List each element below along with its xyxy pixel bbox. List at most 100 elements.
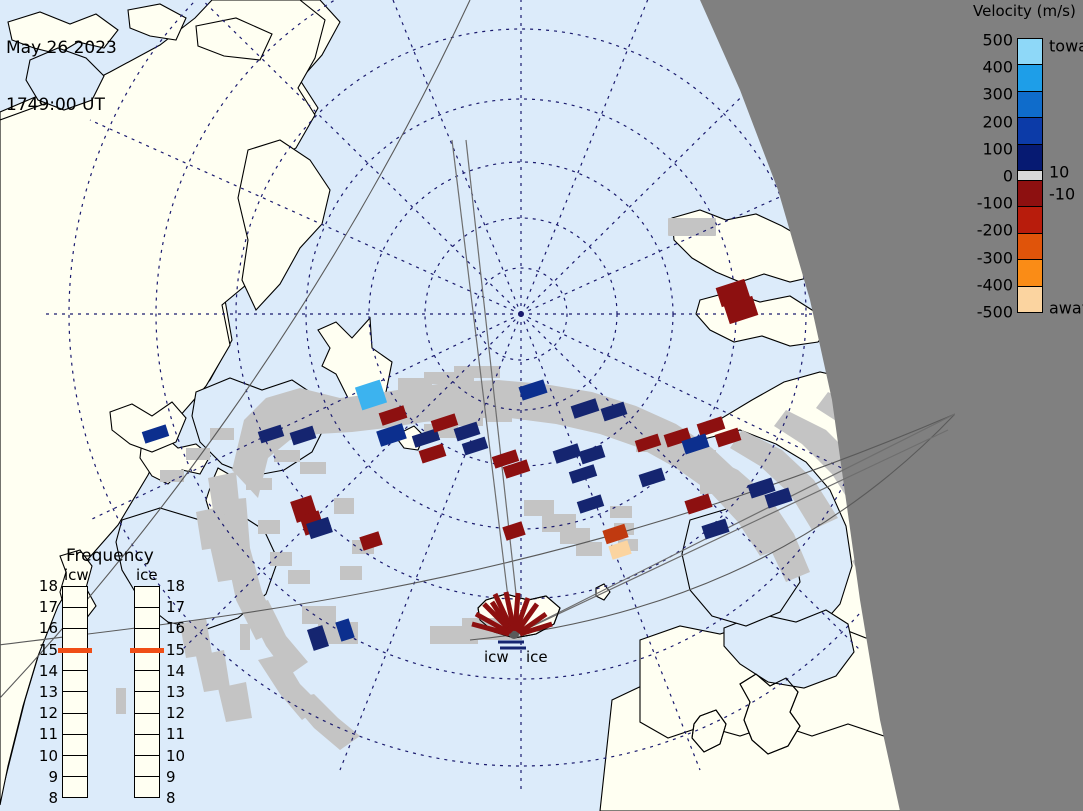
frequency-tick-left-11: 11	[38, 725, 58, 744]
velocity-cell[interactable]	[378, 405, 408, 426]
velocity-cell[interactable]	[681, 433, 710, 455]
frequency-cell	[135, 735, 159, 756]
velocity-cell[interactable]	[418, 443, 447, 464]
colorbar-tick-neg300: -300	[976, 248, 1013, 268]
frequency-cell	[135, 692, 159, 714]
velocity-cell[interactable]	[600, 401, 628, 422]
colorbar-segment-away-3	[1018, 260, 1042, 287]
velocity-cell[interactable]	[430, 413, 459, 433]
timestamp-date: May 26 2023	[6, 38, 117, 58]
frequency-tick-right-11: 11	[166, 725, 186, 744]
velocity-cell[interactable]	[502, 521, 526, 541]
frequency-tick-right-10: 10	[166, 746, 186, 765]
frequency-tick-right-8: 8	[166, 789, 176, 807]
colorbar-tick-neg100: -100	[976, 193, 1013, 213]
velocity-cell[interactable]	[335, 618, 355, 642]
colorbar-segment-away-4	[1018, 286, 1042, 313]
frequency-tick-right-9: 9	[166, 767, 176, 786]
colorbar-label-toward: toward	[1049, 36, 1083, 56]
frequency-tick-right-15: 15	[166, 640, 186, 659]
velocity-cell[interactable]	[376, 423, 407, 447]
velocity-cell[interactable]	[602, 523, 629, 545]
frequency-cell	[63, 714, 87, 735]
colorbar-label-neg-threshold: -10	[1049, 184, 1076, 204]
velocity-cell[interactable]	[568, 464, 598, 484]
colorbar-tick-200: 200	[982, 112, 1013, 132]
velocity-cell[interactable]	[634, 433, 662, 453]
velocity-cell[interactable]	[461, 436, 489, 456]
velocity-cell[interactable]	[638, 467, 666, 488]
colorbar-segment-toward-0	[1018, 39, 1042, 66]
frequency-bar-icw[interactable]	[62, 586, 88, 798]
velocity-cell[interactable]	[141, 424, 170, 444]
site-label-ice: ice	[526, 648, 548, 666]
velocity-cell[interactable]	[306, 625, 330, 651]
velocity-cell[interactable]	[491, 449, 520, 469]
frequency-cell	[63, 650, 87, 672]
velocity-cell[interactable]	[518, 379, 548, 401]
frequency-tick-left-18: 18	[38, 577, 58, 595]
velocity-cell[interactable]	[701, 518, 730, 540]
frequency-cell	[63, 735, 87, 756]
colorbar-gradient[interactable]	[1017, 38, 1043, 313]
velocity-cell-group[interactable]	[141, 278, 793, 651]
velocity-cell[interactable]	[453, 421, 481, 442]
near-range-beam-spokes	[471, 591, 553, 637]
frequency-marker-icw	[58, 647, 92, 653]
colorbar-tick-neg500: -500	[976, 302, 1013, 322]
map-svg[interactable]	[0, 0, 955, 811]
colorbar-tick-100: 100	[982, 139, 1013, 159]
map-panel[interactable]: May 26 2023 1749:00 UT Frequency icw ice…	[0, 0, 955, 811]
velocity-cell[interactable]	[696, 416, 726, 437]
velocity-cell[interactable]	[663, 427, 692, 448]
colorbar-tick-300: 300	[982, 84, 1013, 104]
frequency-cell	[135, 777, 159, 797]
velocity-cell[interactable]	[714, 427, 742, 448]
frequency-column-head-icw: icw	[64, 566, 89, 584]
velocity-cell[interactable]	[411, 428, 441, 448]
frequency-bar-ice[interactable]	[134, 586, 160, 798]
colorbar-segment-toward-1	[1018, 65, 1042, 92]
frequency-tick-left-14: 14	[38, 661, 58, 680]
colorbar-segment-toward-2	[1018, 91, 1042, 119]
timestamp-block: May 26 2023 1749:00 UT	[6, 1, 117, 153]
velocity-cell[interactable]	[502, 459, 531, 479]
frequency-tick-right-13: 13	[166, 683, 186, 701]
timestamp-time: 1749:00 UT	[6, 95, 105, 115]
frequency-tick-left-12: 12	[38, 704, 58, 723]
frequency-cell	[63, 608, 87, 630]
frequency-marker-ice	[130, 647, 164, 653]
velocity-cell[interactable]	[764, 487, 793, 509]
frequency-cell	[135, 671, 159, 693]
colorbar-tick-500: 500	[982, 30, 1013, 50]
velocity-cell[interactable]	[570, 398, 600, 419]
velocity-cell[interactable]	[354, 379, 388, 411]
colorbar-panel: Velocity (m/s) 500 400 300 200 100 0 -100 -200 -…	[955, 0, 1083, 811]
velocity-cell[interactable]	[552, 443, 582, 464]
velocity-cell[interactable]	[747, 477, 776, 499]
frequency-tick-left-17: 17	[38, 598, 58, 617]
colorbar-segment-away-0	[1018, 181, 1042, 208]
velocity-cell[interactable]	[306, 516, 333, 540]
frequency-tick-right-14: 14	[166, 661, 186, 680]
frequency-tick-right-16: 16	[166, 619, 186, 638]
frequency-cell	[63, 777, 87, 797]
velocity-cell[interactable]	[578, 444, 606, 465]
velocity-cell[interactable]	[608, 540, 632, 560]
colorbar-segment-toward-3	[1018, 118, 1042, 145]
colorbar-tick-neg200: -200	[976, 220, 1013, 240]
velocity-cell[interactable]	[684, 493, 713, 515]
site-label-icw: icw	[484, 648, 509, 666]
velocity-cell[interactable]	[723, 295, 759, 325]
velocity-cell[interactable]	[359, 531, 383, 551]
frequency-cell	[135, 608, 159, 630]
velocity-cell[interactable]	[257, 424, 285, 444]
frequency-tick-left-10: 10	[38, 746, 58, 765]
frequency-legend: Frequency icw ice 18 17 16 15 14 13 12 11 10 9 8 1…	[39, 546, 198, 807]
colorbar-tick-0: 0	[1002, 166, 1013, 186]
frequency-cell	[63, 587, 87, 609]
velocity-cell[interactable]	[576, 494, 605, 514]
velocity-cell[interactable]	[289, 425, 317, 446]
frequency-tick-left-16: 16	[38, 619, 58, 638]
